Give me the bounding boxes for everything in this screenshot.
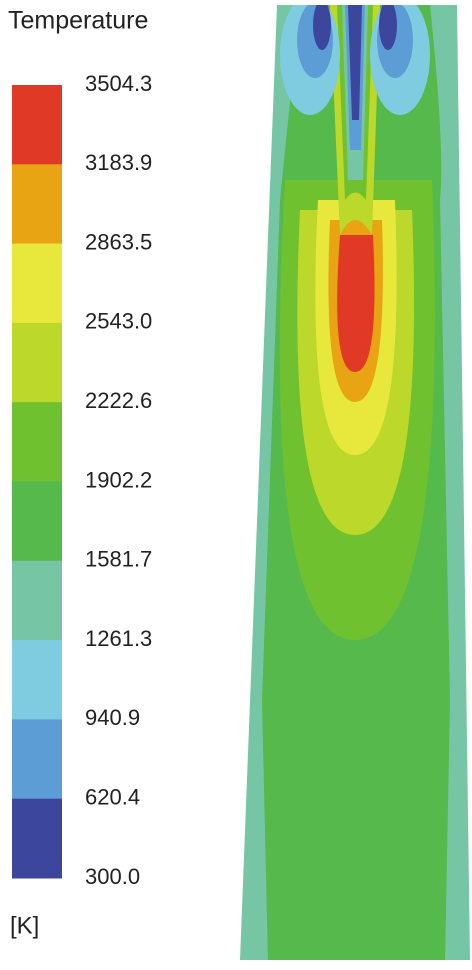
colorbar-band [12,322,62,403]
contour-plot [240,5,470,960]
legend-title: Temperature [8,7,148,35]
colorbar-tick-label: 1261.3 [85,626,152,651]
colorbar-band [12,719,62,800]
colorbar-band [12,402,62,482]
colorbar [12,85,62,879]
colorbar-band [12,481,62,562]
colorbar-band [12,560,62,641]
colorbar-tick-label: 620.4 [85,785,140,810]
colorbar-tick-label: 3504.3 [85,71,152,96]
colorbar-band [12,640,62,720]
colorbar-tick-label: 2863.5 [85,229,152,254]
colorbar-band [12,243,62,324]
colorbar-tick-label: 2543.0 [85,309,152,334]
legend-unit: [K] [10,912,39,939]
colorbar-tick-label: 1902.2 [85,467,152,492]
colorbar-band [12,798,62,879]
colorbar-tick-label: 1581.7 [85,547,152,572]
colorbar-tick-label: 300.0 [85,864,140,889]
colorbar-tick-label: 3183.9 [85,150,152,175]
colorbar-band [12,85,62,165]
colorbar-tick-label: 2222.6 [85,388,152,413]
colorbar-tick-label: 940.9 [85,705,140,730]
colorbar-band [12,164,62,245]
